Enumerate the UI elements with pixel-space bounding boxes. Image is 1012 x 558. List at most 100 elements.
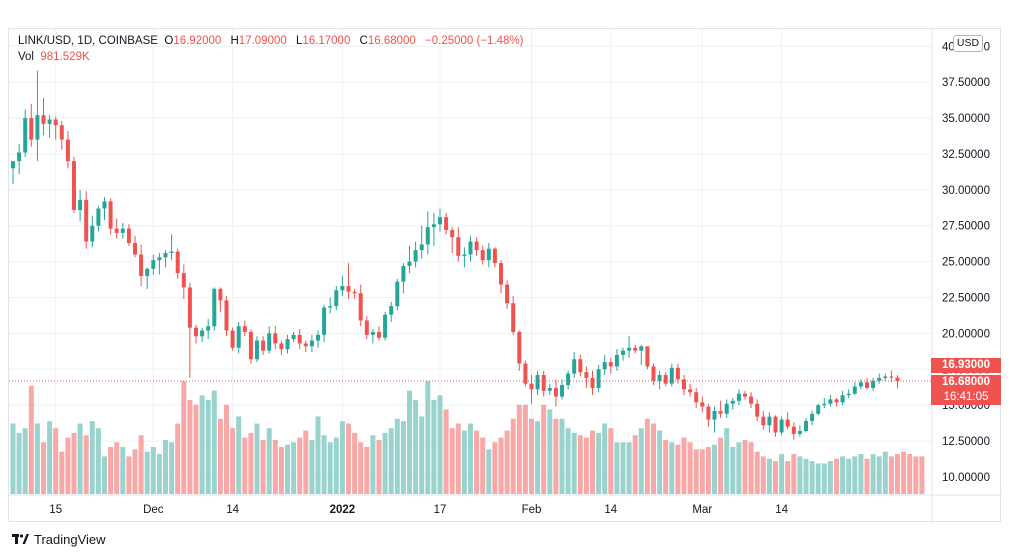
volume-bar [486,449,492,494]
candle-body [248,331,253,360]
candle-body [90,225,95,242]
candle-body [797,431,802,434]
candle-body [169,251,174,254]
volume-bar [644,418,650,494]
volume-bar [382,432,388,494]
volume-bar [443,409,449,494]
volume-bar [565,428,571,494]
volume-bar [59,451,65,494]
y-tick-label: 35.00000 [942,113,990,125]
candle-body [29,118,34,140]
candle-body [767,416,772,426]
candle-body [700,402,705,407]
volume-bar [590,430,595,494]
candle-body [255,340,259,360]
vol-label[interactable]: Vol [18,51,34,63]
volume-bar [388,428,394,494]
candle-body [712,410,717,420]
candle-body [553,387,558,397]
close-value: 16.68000 [367,35,416,47]
volume-bar [297,437,303,494]
candle-body [602,362,607,370]
candle-body [590,377,595,388]
volume-bar [95,428,101,494]
volume-bar [156,454,162,494]
volume-bar [339,421,345,494]
price-chart[interactable]: 10.0000012.5000015.0000017.5000020.00000… [9,29,1002,523]
candle-body [572,359,577,374]
candle-body [492,248,497,264]
volume-bar [907,454,913,494]
volume-bar [571,432,577,494]
volume-bar [474,430,480,494]
candle-body [517,331,522,364]
candle-body [425,227,430,245]
tradingview-logo-icon [12,534,29,544]
candle-body [65,139,70,162]
tradingview-footer[interactable]: TradingView [12,532,106,547]
candle-body [114,228,119,233]
candle-body [316,334,320,341]
volume-bar [821,463,827,494]
candle-body [889,376,894,378]
volume-bar [224,404,229,494]
volume-bar [449,428,455,494]
candle-body [35,115,40,140]
volume-bar [303,430,309,494]
volume-bar [83,435,89,494]
candle-body [291,334,296,340]
candle-body [17,152,22,162]
symbol-label[interactable]: LINK/USD, 1D, COINBASE [18,35,158,47]
volume-bar [138,435,144,494]
candle-body [413,250,418,262]
candle-body [547,387,552,391]
candle-body [59,125,64,140]
candle-body [651,366,656,381]
open-value: 16.92000 [173,35,222,47]
candle-body [828,399,833,404]
volume-bar [480,437,486,494]
candle-body [187,287,192,328]
candle-body [675,367,680,380]
volume-bar [632,435,638,494]
volume-bar [651,423,656,494]
volume-bar [803,458,809,494]
volume-bar [852,456,858,494]
volume-bar [242,437,248,494]
candle-body [346,286,351,292]
volume-bar [773,461,778,494]
candle-body [206,326,211,331]
candle-body [785,419,790,427]
candle-body [621,350,625,355]
candle-body [462,254,467,256]
volume-bar [675,444,681,494]
candle-body [389,306,394,315]
candle-body [364,320,369,335]
volume-bar [492,442,498,494]
volume-bar [687,442,693,494]
candle-body [340,286,345,291]
candle-body [133,242,137,255]
volume-bar [809,461,815,494]
y-tick-label: 20.00000 [942,328,990,340]
volume-bar [626,442,632,494]
candle-body [450,230,455,238]
volume-bar [150,447,156,494]
volume-bar [901,451,907,494]
currency-button[interactable]: USD [953,35,983,52]
x-tick-label: Mar [692,504,712,516]
candle-body [438,217,442,225]
x-tick-label: Dec [143,504,164,516]
candle-body [200,330,205,337]
candle-body [151,260,156,269]
volume-bar [272,439,278,494]
volume-bar [559,418,565,494]
volume-bar [16,432,22,494]
volume-bar [193,404,199,494]
candle-body [163,253,168,258]
candle-body [352,291,357,294]
x-tick-label: 14 [604,504,617,516]
chart-frame[interactable]: 10.0000012.5000015.0000017.5000020.00000… [8,28,1002,523]
candle-body [218,288,223,301]
candle-body [194,327,198,337]
